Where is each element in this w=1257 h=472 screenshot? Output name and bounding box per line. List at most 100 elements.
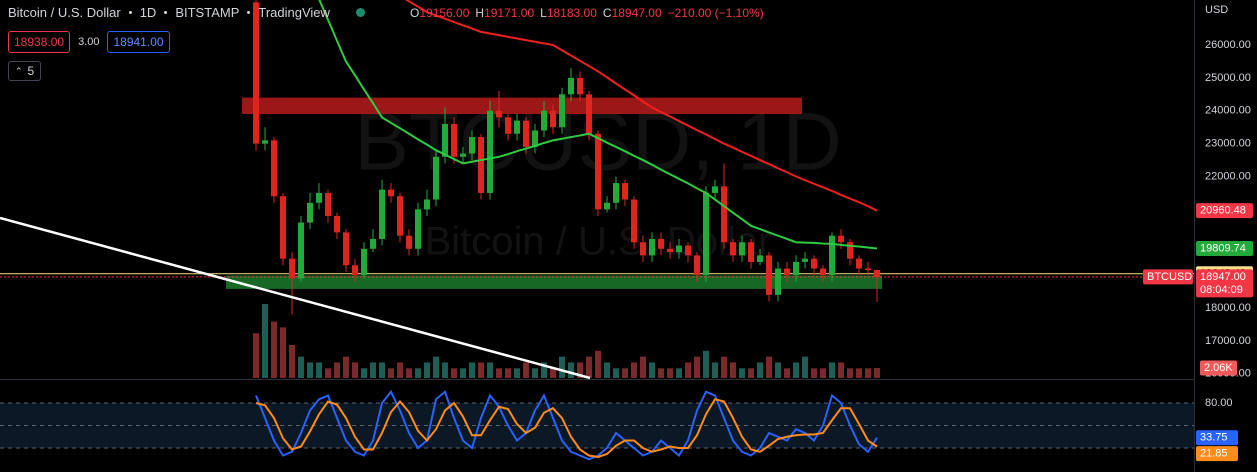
candle-body: [649, 238, 655, 256]
currency-label[interactable]: USD: [1205, 4, 1228, 16]
y-tick-label: 23000.00: [1205, 138, 1251, 150]
volume-bar: [532, 368, 538, 378]
ohlc-value: 18183.00: [546, 6, 597, 20]
separator: [247, 11, 251, 14]
indicators-toggle[interactable]: ⌃ 5: [8, 61, 42, 81]
interval[interactable]: 1D: [139, 5, 157, 20]
y-tick-label: 26000.00: [1205, 39, 1251, 51]
volume-bar: [307, 362, 313, 378]
candle-body: [739, 242, 745, 256]
candle-body: [325, 192, 331, 216]
moving-average: [404, 0, 878, 212]
candle-body: [559, 94, 565, 128]
market-status[interactable]: [355, 8, 365, 17]
candle-body: [847, 242, 853, 259]
volume-bar: [622, 368, 628, 378]
price-tag: 19809.74: [1200, 242, 1246, 254]
volume-bar: [433, 356, 439, 378]
volume-bar: [874, 367, 880, 378]
candle-body: [478, 137, 484, 193]
volume-bar: [550, 368, 556, 378]
volume-bar: [739, 368, 745, 378]
countdown: 08:04:09: [1200, 284, 1243, 296]
volume-bar: [766, 356, 772, 378]
price-tag-bg: [1196, 203, 1253, 219]
volume-bar: [388, 368, 394, 378]
candle-body: [352, 265, 358, 276]
candle-body: [658, 238, 664, 249]
candle-body: [469, 137, 475, 154]
volume-tag-bg: [1200, 360, 1237, 376]
volume-bar: [802, 356, 808, 378]
osc-tag-bg: [1196, 446, 1238, 462]
candle-body: [298, 222, 304, 279]
oscillator-line: [255, 398, 878, 459]
volume-bar: [559, 356, 565, 378]
volume-bar: [397, 362, 403, 378]
candle-body: [829, 235, 835, 276]
price-tag: 18947.00: [1200, 271, 1246, 283]
volume-bar: [325, 368, 331, 378]
volume-bar: [253, 333, 259, 378]
candle-body: [487, 110, 493, 193]
candle-body: [307, 202, 313, 223]
volume-bar: [469, 362, 475, 378]
candle-body: [748, 242, 754, 262]
candle-body: [604, 202, 610, 210]
candle-body: [496, 110, 502, 118]
osc-tag-bg: [1196, 430, 1238, 446]
candle-body: [316, 192, 322, 203]
ohlc-item: L18183.00: [540, 6, 597, 20]
ohlc-key: O: [410, 6, 420, 20]
y-tick-label: 18000.00: [1205, 302, 1251, 314]
volume-bar: [514, 368, 520, 378]
volume-bar: [667, 368, 673, 378]
volume-bar: [505, 368, 511, 378]
symbol-header: Bitcoin / U.S. Dollar 1D BITSTAMP Tradin…: [8, 5, 365, 20]
buy-button[interactable]: 18941.00: [107, 31, 170, 53]
sell-button[interactable]: 18938.00: [8, 31, 71, 53]
volume-bar: [289, 344, 295, 378]
candle-body: [703, 192, 709, 276]
candle-body: [460, 153, 466, 157]
volume-bar: [280, 327, 286, 378]
volume-bar: [631, 362, 637, 378]
ohlc-key: C: [602, 6, 612, 20]
candle-body: [721, 186, 727, 243]
zone: [226, 275, 882, 289]
candle-body: [280, 196, 286, 259]
volume-bar: [595, 350, 601, 378]
candle-body: [451, 123, 457, 157]
price-axis: 26000.00 25000.00 24000.00 23000.00 22000.00…: [1143, 39, 1253, 462]
ohlc-value: 19171.00: [484, 6, 535, 20]
candle-body: [271, 140, 277, 197]
ohlc-key: H: [475, 6, 485, 20]
candle-body: [595, 133, 601, 210]
volume-bar: [640, 356, 646, 378]
candle-body: [442, 123, 448, 157]
osc-tag: 21.85: [1200, 448, 1228, 460]
candle-body: [685, 245, 691, 256]
separator: [164, 11, 168, 14]
osc-tick-label: 80.00: [1205, 397, 1233, 409]
candle-body: [712, 186, 718, 193]
volume-bar: [460, 368, 466, 378]
oscillator-line: [255, 389, 878, 461]
separator: [128, 11, 132, 14]
spread: 3.00: [78, 36, 100, 48]
volume-bar: [568, 362, 574, 378]
candle-body: [640, 242, 646, 256]
candle-body: [424, 199, 430, 210]
candle-body: [865, 268, 871, 270]
volume-bar: [811, 368, 817, 378]
volume-bar: [856, 368, 862, 378]
candle-body: [676, 245, 682, 253]
volume-bar: [262, 304, 268, 378]
symbol-name[interactable]: Bitcoin / U.S. Dollar: [8, 5, 121, 20]
candle-body: [793, 261, 799, 276]
moving-average: [318, 0, 878, 250]
ohlc-item: H19171.00: [475, 6, 534, 20]
volume-bar: [748, 368, 754, 378]
ohlc-value: 18947.00: [611, 6, 662, 20]
